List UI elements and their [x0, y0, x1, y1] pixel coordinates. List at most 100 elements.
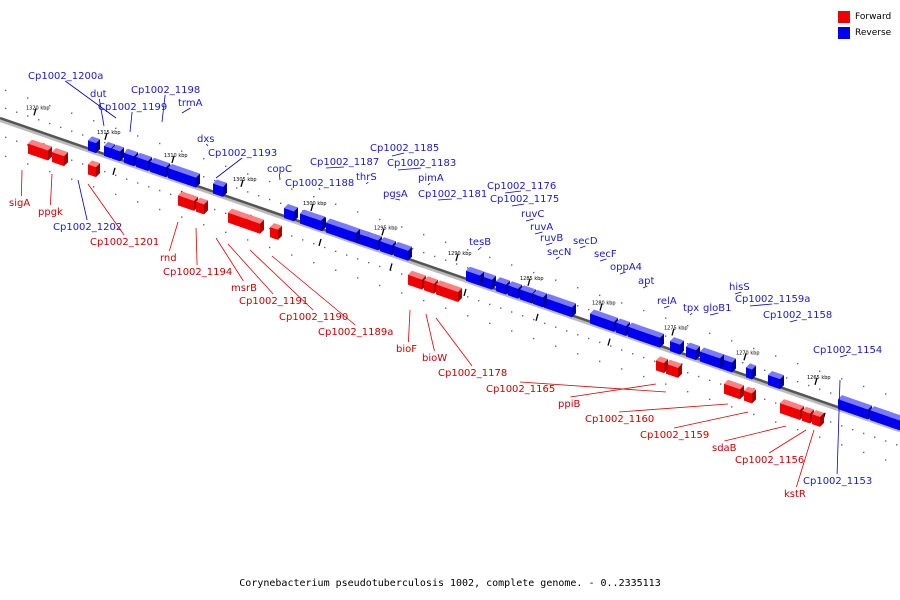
gene-block-sdab[interactable] — [780, 399, 804, 420]
gene-block-thrs[interactable] — [326, 218, 360, 243]
gene-label-secf[interactable]: secF — [594, 249, 617, 260]
gene-label-dxs[interactable]: dxs — [197, 134, 214, 145]
gene-block-tesb[interactable] — [468, 267, 484, 286]
gene-label-trma[interactable]: trmA — [178, 98, 203, 109]
gene-block-cp1002_1193[interactable] — [213, 179, 227, 197]
gene-label-pgsa[interactable]: pgsA — [383, 189, 408, 200]
leader-line-glob1 — [709, 312, 719, 316]
gene-label-thrs[interactable]: thrS — [356, 172, 377, 183]
gene-block-secn[interactable] — [533, 289, 547, 308]
gene-label-cp1002_1199[interactable]: Cp1002_1199 — [98, 102, 167, 113]
gene-label-cp1002_1176[interactable]: Cp1002_1176 — [487, 181, 556, 192]
gene-label-cp1002_1154[interactable]: Cp1002_1154 — [813, 345, 882, 356]
gene-label-cp1002_1187[interactable]: Cp1002_1187 — [310, 157, 379, 168]
gene-block-cp1002_1159a[interactable] — [746, 363, 756, 380]
gene-block-cp1002_1199[interactable] — [136, 152, 152, 172]
gene-label-biof[interactable]: bioF — [396, 344, 417, 355]
leader-line-cp1002_1159a — [749, 303, 773, 307]
gene-block-dut[interactable] — [112, 144, 124, 162]
gene-label-cp1002_1200a[interactable]: Cp1002_1200a — [28, 71, 103, 82]
leader-line-tpx — [689, 312, 693, 316]
gene-label-tpx[interactable]: tpx — [683, 303, 699, 314]
gene-label-hiss[interactable]: hisS — [729, 282, 750, 293]
gene-label-cp1002_1188[interactable]: Cp1002_1188 — [285, 178, 354, 189]
gene-label-cp1002_1193[interactable]: Cp1002_1193 — [208, 148, 277, 159]
gene-block-cp1002_1153[interactable] — [870, 406, 900, 431]
gene-label-cp1002_1159[interactable]: Cp1002_1159 — [640, 430, 709, 441]
gene-block-apt[interactable] — [628, 322, 664, 348]
gene-label-cp1002_1185[interactable]: Cp1002_1185 — [370, 143, 439, 154]
gene-label-msrb[interactable]: msrB — [231, 283, 257, 294]
leader-line-cp1002_1159 — [674, 411, 749, 429]
leader-line-cp1002_1199 — [129, 111, 133, 133]
gene-label-ruvb[interactable]: ruvB — [540, 233, 563, 244]
gene-block-cp1002_1178[interactable] — [436, 280, 462, 303]
gene-block-cp1002_1189a[interactable] — [272, 223, 282, 240]
gene-label-rela[interactable]: relA — [657, 296, 677, 307]
gene-label-secd[interactable]: secD — [573, 236, 598, 247]
gene-block-cp1002_1201[interactable] — [88, 160, 100, 178]
gene-label-pima[interactable]: pimA — [418, 173, 444, 184]
gene-block-cp1002_1194[interactable] — [196, 197, 208, 215]
gene-block-cp1002_1158[interactable] — [768, 370, 784, 390]
gene-label-biow[interactable]: bioW — [422, 353, 447, 364]
gene-label-cp1002_1158[interactable]: Cp1002_1158 — [763, 310, 832, 321]
gene-label-glob1[interactable]: gloB1 — [703, 303, 731, 314]
gene-block-kstr[interactable] — [812, 410, 824, 427]
gene-label-cp1002_1202[interactable]: Cp1002_1202 — [53, 222, 122, 233]
gene-label-cp1002_1175[interactable]: Cp1002_1175 — [490, 194, 559, 205]
tick-mark — [814, 377, 818, 385]
gene-block-ppgk[interactable] — [52, 147, 68, 167]
gene-label-cp1002_1189a[interactable]: Cp1002_1189a — [318, 327, 393, 338]
gene-label-cp1002_1191[interactable]: Cp1002_1191 — [239, 296, 308, 307]
gene-block-secd[interactable] — [544, 293, 576, 318]
gene-label-tesb[interactable]: tesB — [469, 237, 491, 248]
gene-block-siga[interactable] — [28, 139, 52, 161]
gene-label-cp1002_1181[interactable]: Cp1002_1181 — [418, 189, 487, 200]
gene-label-ppib[interactable]: ppiB — [558, 399, 580, 410]
gene-label-siga[interactable]: sigA — [9, 198, 30, 209]
gene-block-dxs[interactable] — [168, 163, 200, 188]
gene-block-cp1002_1202[interactable] — [88, 136, 100, 154]
gene-label-cp1002_1198[interactable]: Cp1002_1198 — [131, 85, 200, 96]
gene-label-cp1002_1183[interactable]: Cp1002_1183 — [387, 158, 456, 169]
genome-caption: Corynebacterium pseudotuberculosis 1002,… — [239, 578, 661, 589]
gene-label-secn[interactable]: secN — [547, 247, 571, 258]
tick-mark — [607, 338, 611, 346]
gene-block-cp1002_1160[interactable] — [724, 379, 744, 400]
gene-label-kstr[interactable]: kstR — [784, 489, 806, 500]
gene-label-sdab[interactable]: sdaB — [712, 443, 737, 454]
gene-label-cp1002_1201[interactable]: Cp1002_1201 — [90, 237, 159, 248]
gene-label-cp1002_1165[interactable]: Cp1002_1165 — [486, 384, 555, 395]
gene-label-cp1002_1153[interactable]: Cp1002_1153 — [803, 476, 872, 487]
gene-label-oppa4[interactable]: oppA4 — [610, 262, 642, 273]
gene-block-glob1[interactable] — [700, 347, 724, 369]
gene-block-biow[interactable] — [424, 276, 438, 294]
gene-label-cp1002_1178[interactable]: Cp1002_1178 — [438, 368, 507, 379]
gene-label-copc[interactable]: copC — [267, 164, 292, 175]
gene-block-cp1002_1198[interactable] — [124, 148, 138, 167]
gene-block-ppib[interactable] — [656, 356, 668, 374]
gene-block-cp1002_1159[interactable] — [744, 386, 756, 404]
gene-block-cp1002_1165[interactable] — [666, 359, 682, 378]
gene-label-cp1002_1156[interactable]: Cp1002_1156 — [735, 455, 804, 466]
gene-label-ruvc[interactable]: ruvC — [521, 209, 544, 220]
gene-label-dut[interactable]: dut — [90, 89, 107, 100]
tick-label: 1305 kbp — [233, 177, 257, 183]
gene-label-rnd[interactable]: rnd — [160, 253, 177, 264]
gene-label-apt[interactable]: apt — [638, 276, 654, 287]
gene-block-rnd[interactable] — [178, 191, 198, 211]
gene-label-ppgk[interactable]: ppgk — [38, 207, 63, 218]
gene-block-cp1002_1191[interactable] — [246, 214, 264, 234]
gene-label-cp1002_1190[interactable]: Cp1002_1190 — [279, 312, 348, 323]
gene-block-cp1002_1181[interactable] — [394, 241, 412, 261]
gene-block-tpx[interactable] — [686, 342, 700, 361]
gene-label-cp1002_1159a[interactable]: Cp1002_1159a — [735, 294, 810, 305]
gene-label-cp1002_1194[interactable]: Cp1002_1194 — [163, 267, 232, 278]
gene-block-copc[interactable] — [284, 203, 298, 222]
gene-label-ruva[interactable]: ruvA — [530, 222, 553, 233]
gene-block-biof[interactable] — [408, 270, 426, 290]
gene-label-cp1002_1160[interactable]: Cp1002_1160 — [585, 414, 654, 425]
gene-block-cp1002_1188[interactable] — [313, 213, 325, 231]
gene-block-rela[interactable] — [670, 337, 684, 355]
